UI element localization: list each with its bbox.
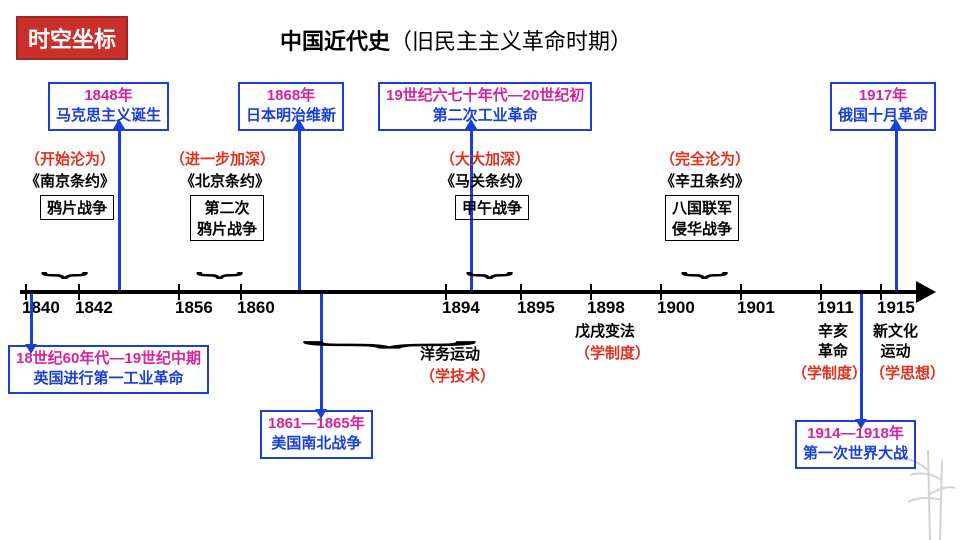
event-box: 1848年马克思主义诞生 (48, 82, 169, 131)
event-label: 第一次世界大战 (803, 444, 908, 464)
arrow (895, 128, 898, 290)
movement-note: （学思想） (870, 364, 945, 384)
brace-icon: ⏟ (681, 240, 729, 278)
year-label: 1895 (517, 298, 555, 318)
year-label: 1915 (877, 298, 915, 318)
movement-name: 辛亥革命 (818, 322, 848, 361)
event-box: 1868年日本明治维新 (238, 82, 344, 131)
arrow (298, 128, 301, 290)
year-label: 1840 (22, 298, 60, 318)
event-date: 1868年 (246, 86, 336, 106)
brace-icon: ⏟ (466, 240, 514, 278)
timeline-axis: 1840184218561860189418951898190019011911… (20, 290, 918, 294)
movement-note: （学技术） (420, 367, 495, 387)
event-label: 第二次工业革命 (386, 106, 584, 126)
arrow (860, 294, 863, 420)
year-label: 1901 (737, 298, 775, 318)
war-box: 鸦片战争 (40, 195, 114, 220)
year-label: 1898 (587, 298, 625, 318)
brace-icon: ⏟ (196, 240, 244, 278)
year-label: 1856 (175, 298, 213, 318)
year-label: 1860 (237, 298, 275, 318)
treaty-label: 《马关条约》 (440, 172, 530, 192)
page-title: 中国近代史（旧民主主义革命时期） (280, 24, 632, 56)
war-status: （大大加深） (440, 150, 530, 170)
year-label: 1900 (657, 298, 695, 318)
treaty-label: 《南京条约》 (25, 172, 115, 192)
event-date: 1917年 (838, 86, 928, 106)
event-date: 19世纪六七十年代—20世纪初 (386, 86, 584, 106)
war-status: （开始沦为） (25, 150, 115, 170)
brace-icon: ⏟ (300, 310, 479, 348)
movement-note: （学制度） (575, 344, 650, 364)
event-box: 19世纪六七十年代—20世纪初第二次工业革命 (378, 82, 592, 131)
treaty-label: 《北京条约》 (180, 172, 270, 192)
movement-note: （学制度） (792, 364, 867, 384)
event-date: 18世纪60年代—19世纪中期 (16, 349, 201, 369)
war-box: 第二次鸦片战争 (190, 195, 264, 241)
movement-name: 洋务运动 (420, 345, 480, 365)
movement-name: 新文化运动 (873, 322, 918, 361)
brace-icon: ⏟ (41, 240, 89, 278)
year-label: 1911 (817, 298, 854, 318)
movement-name: 戊戌变法 (575, 322, 635, 342)
arrow (30, 294, 33, 345)
war-status: （完全沦为） (660, 150, 750, 170)
treaty-label: 《辛丑条约》 (660, 172, 750, 192)
event-label: 日本明治维新 (246, 106, 336, 126)
war-box: 八国联军侵华战争 (665, 195, 739, 241)
event-box: 18世纪60年代—19世纪中期英国进行第一工业革命 (8, 345, 209, 394)
event-label: 俄国十月革命 (838, 106, 928, 126)
arrow (118, 128, 121, 290)
event-label: 马克思主义诞生 (56, 106, 161, 126)
war-status: （进一步加深） (170, 150, 275, 170)
event-date: 1848年 (56, 86, 161, 106)
war-box: 甲午战争 (455, 195, 529, 220)
year-label: 1842 (75, 298, 113, 318)
badge: 时空坐标 (16, 16, 128, 60)
title-main: 中国近代史 (280, 29, 390, 54)
event-box: 1917年俄国十月革命 (830, 82, 936, 131)
title-sub: （旧民主主义革命时期） (390, 29, 632, 54)
event-label: 美国南北战争 (268, 434, 365, 454)
event-label: 英国进行第一工业革命 (16, 369, 201, 389)
